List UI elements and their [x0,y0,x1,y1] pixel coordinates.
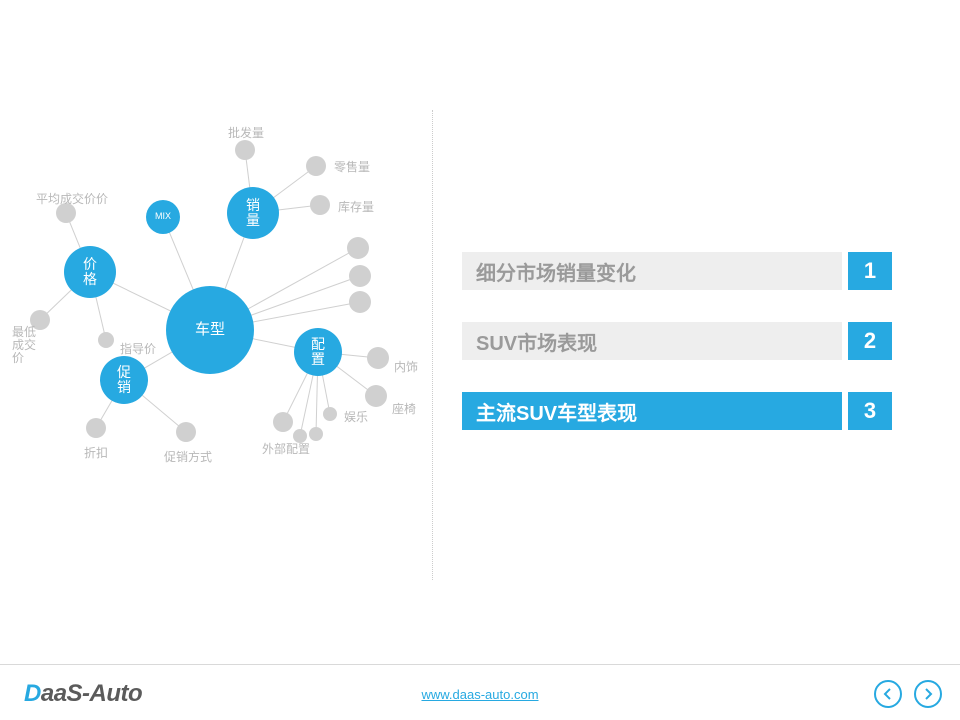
toc-item-3[interactable]: 主流SUV车型表现3 [462,392,892,430]
diagram-label-interior: 内饰 [394,358,418,375]
footer-link[interactable]: www.daas-auto.com [421,687,538,702]
diagram-label-promoway: 促销方式 [164,448,212,465]
diagram-label-wholesales: 批发量 [228,124,264,141]
logo-part1: D [24,680,41,707]
toc-item-2[interactable]: SUV市场表现2 [462,322,892,360]
diagram-node-sales: 销 量 [227,187,279,239]
nav-arrows [874,680,942,708]
diagram-node-promo: 促 销 [100,356,148,404]
diagram-node-extcfg1 [293,429,307,443]
diagram-node-stock [310,195,330,215]
diagram-node-g3 [349,291,371,313]
diagram-node-seat [365,385,387,407]
next-button[interactable] [914,680,942,708]
toc-item-number: 3 [848,392,892,430]
diagram-node-center: 车型 [166,286,254,374]
diagram-node-discount [86,418,106,438]
diagram-node-enter [323,407,337,421]
diagram-label-minprice: 最低 成交 价 [12,326,36,366]
network-diagram: 车型价 格 MIX 销 量配 置促 销 批发量零售量库存量 平均成交价价最低 成交 价 指… [0,0,432,600]
diagram-node-mix: MIX [146,200,180,234]
diagram-label-seat: 座椅 [392,400,416,417]
diagram-node-guide [98,332,114,348]
diagram-label-enter: 娱乐 [344,408,368,425]
toc-item-label: 主流SUV车型表现 [462,392,842,430]
toc-item-1[interactable]: 细分市场销量变化1 [462,252,892,290]
diagram-label-extcfg: 外部配置 [262,440,310,457]
chevron-right-icon [922,688,934,700]
diagram-node-retail [306,156,326,176]
logo-part2: aaS-Auto [41,680,142,707]
diagram-node-extcfg [273,412,293,432]
diagram-label-stock: 库存量 [338,198,374,215]
toc-item-number: 2 [848,322,892,360]
diagram-node-g1 [347,237,369,259]
footer: DaaS-Auto www.daas-auto.com [0,664,960,720]
diagram-label-retail: 零售量 [334,158,370,175]
diagram-label-avgprice: 平均成交价价 [36,190,108,207]
diagram-node-extcfg2 [309,427,323,441]
diagram-node-price: 价 格 [64,246,116,298]
logo: DaaS-Auto [24,680,142,708]
toc-item-label: 细分市场销量变化 [462,252,842,290]
diagram-node-interior [367,347,389,369]
diagram-label-guide: 指导价 [120,340,156,357]
diagram-node-g2 [349,265,371,287]
chevron-left-icon [882,688,894,700]
diagram-node-wholesales [235,140,255,160]
diagram-label-discount: 折扣 [84,444,108,461]
prev-button[interactable] [874,680,902,708]
diagram-node-promoway [176,422,196,442]
toc-item-label: SUV市场表现 [462,322,842,360]
vertical-divider [432,110,433,580]
toc-item-number: 1 [848,252,892,290]
toc-menu: 细分市场销量变化1SUV市场表现2主流SUV车型表现3 [462,252,892,462]
diagram-node-config: 配 置 [294,328,342,376]
